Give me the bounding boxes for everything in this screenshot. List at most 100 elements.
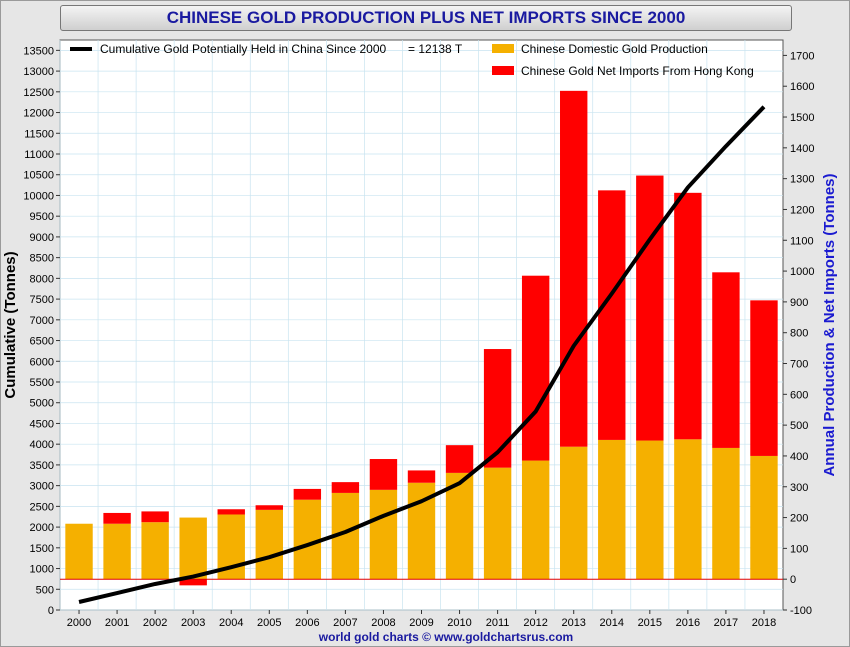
bar-imports: [369, 459, 398, 490]
left-tick-label: 12500: [23, 87, 54, 99]
left-tick-label: 5000: [30, 398, 54, 410]
left-tick-label: 2500: [30, 501, 54, 513]
left-tick-label: 1500: [30, 543, 54, 555]
right-tick-label: 100: [790, 543, 808, 555]
x-tick-label: 2008: [371, 617, 395, 629]
left-tick-label: 11500: [24, 128, 54, 140]
right-tick-label: 700: [790, 359, 808, 371]
left-tick-label: 2000: [30, 522, 54, 534]
x-tick-label: 2017: [714, 617, 738, 629]
bar-imports: [483, 349, 512, 468]
right-tick-label: 1200: [790, 204, 814, 216]
left-tick-label: 7500: [30, 294, 54, 306]
bar-imports: [407, 470, 436, 483]
x-tick-label: 2018: [752, 617, 776, 629]
bar-imports: [103, 512, 131, 524]
bar-imports: [445, 445, 474, 473]
left-tick-label: 6500: [30, 336, 54, 348]
left-tick-label: 10000: [23, 190, 54, 202]
bar-production: [65, 523, 93, 580]
bar-imports: [598, 190, 626, 440]
bar-imports: [521, 275, 550, 461]
right-tick-label: 200: [790, 513, 808, 525]
x-tick-label: 2005: [257, 617, 281, 629]
bar-production: [369, 489, 398, 580]
legend-production-label: Chinese Domestic Gold Production: [521, 42, 708, 56]
bar-imports: [636, 175, 664, 441]
bar-imports: [750, 300, 778, 456]
legend-production-swatch: [492, 44, 514, 53]
x-tick-label: 2004: [219, 617, 243, 629]
legend-cumulative-value: = 12138 T: [408, 42, 463, 56]
right-tick-label: 800: [790, 328, 808, 340]
left-tick-label: 11000: [24, 149, 54, 161]
x-tick-label: 2012: [523, 617, 547, 629]
x-tick-label: 2009: [409, 617, 433, 629]
right-tick-label: 1100: [790, 235, 814, 247]
bar-production: [179, 517, 207, 580]
x-tick-label: 2001: [105, 617, 129, 629]
bar-production: [255, 509, 283, 580]
legend-imports-label: Chinese Gold Net Imports From Hong Kong: [521, 64, 754, 78]
bar-production: [674, 439, 702, 580]
x-tick-label: 2002: [143, 617, 167, 629]
right-tick-label: 0: [790, 574, 796, 586]
left-axis-title: Cumulative (Tonnes): [2, 251, 19, 398]
left-tick-label: 3500: [30, 460, 54, 472]
bar-imports: [255, 505, 283, 510]
left-tick-label: 8000: [30, 273, 54, 285]
bar-imports: [560, 90, 588, 447]
left-tick-label: 9000: [30, 232, 54, 244]
bar-imports: [293, 488, 322, 500]
left-tick-label: 4000: [30, 439, 54, 451]
right-tick-label: 400: [790, 451, 808, 463]
bar-production: [445, 472, 474, 580]
bar-production: [712, 447, 740, 580]
right-tick-label: 1600: [790, 81, 814, 93]
bar-production: [750, 455, 778, 580]
x-tick-label: 2006: [295, 617, 319, 629]
bar-production: [560, 446, 588, 580]
x-tick-label: 2010: [447, 617, 471, 629]
x-tick-label: 2000: [67, 617, 91, 629]
left-tick-label: 6000: [30, 356, 54, 368]
right-tick-label: -100: [790, 605, 812, 617]
left-tick-label: 1000: [30, 564, 54, 576]
bar-imports: [217, 509, 245, 515]
left-tick-label: 500: [36, 584, 54, 596]
x-tick-label: 2015: [638, 617, 662, 629]
bar-production: [598, 439, 626, 580]
right-tick-label: 1700: [790, 50, 814, 62]
bar-production: [141, 522, 169, 580]
bar-production: [103, 523, 131, 580]
x-tick-label: 2007: [333, 617, 357, 629]
left-tick-label: 13500: [23, 45, 54, 57]
x-tick-label: 2016: [676, 617, 700, 629]
right-tick-label: 1000: [790, 266, 814, 278]
left-tick-label: 8500: [30, 253, 54, 265]
bar-imports: [674, 192, 702, 440]
footer-credit: world gold charts © www.goldchartsrus.co…: [318, 630, 573, 644]
left-tick-label: 7000: [30, 315, 54, 327]
right-tick-label: 1400: [790, 143, 814, 155]
right-tick-label: 500: [790, 420, 808, 432]
bar-imports: [179, 579, 207, 586]
x-tick-label: 2003: [181, 617, 205, 629]
bar-imports: [712, 272, 740, 448]
bar-production: [521, 460, 550, 580]
right-tick-label: 1500: [790, 112, 814, 124]
left-tick-label: 5500: [30, 377, 54, 389]
right-tick-label: 600: [790, 389, 808, 401]
left-tick-label: 9500: [30, 211, 54, 223]
left-tick-label: 12000: [23, 108, 54, 120]
bar-imports: [141, 511, 169, 523]
right-tick-label: 300: [790, 482, 808, 494]
legend-imports-swatch: [492, 66, 514, 75]
bar-production: [293, 499, 322, 580]
bar-production: [483, 467, 512, 580]
chart-title: CHINESE GOLD PRODUCTION PLUS NET IMPORTS…: [60, 5, 792, 31]
right-axis-title: Annual Production & Net Imports (Tonnes): [821, 173, 838, 476]
x-tick-label: 2013: [561, 617, 585, 629]
cumulative-line: [78, 105, 766, 604]
